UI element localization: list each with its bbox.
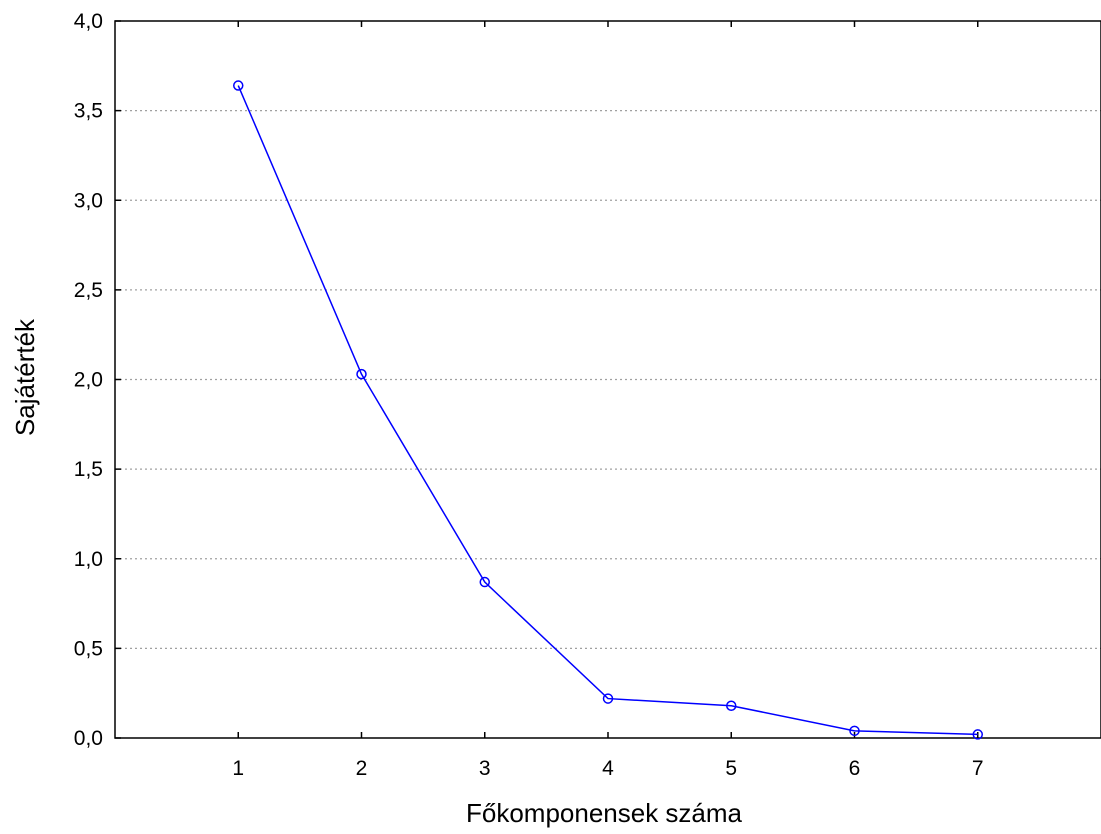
y-tick-label: 2,0	[74, 369, 103, 392]
x-tick-label: 1	[232, 757, 244, 780]
x-tick-label: 4	[602, 757, 614, 780]
x-axis-title: Főkomponensek száma	[466, 798, 743, 828]
grid-layer	[115, 110, 1101, 649]
x-tick-label: 7	[972, 757, 984, 780]
series-line	[237, 85, 978, 736]
data-point-marker	[726, 700, 737, 711]
x-tick-label: 3	[479, 757, 491, 780]
data-point-marker	[233, 80, 244, 91]
data-point-marker	[972, 729, 983, 740]
data-point-marker	[602, 693, 614, 704]
y-tick-label: 1,5	[74, 458, 103, 481]
y-tick-label: 2,5	[74, 279, 103, 302]
data-point-marker	[479, 576, 490, 588]
y-axis-title: Sajátérték	[10, 318, 40, 436]
data-point-marker	[849, 725, 860, 737]
x-tick-label: 2	[356, 757, 368, 780]
x-tick-label: 6	[849, 757, 861, 780]
y-tick-label: 1,0	[74, 548, 103, 571]
series-layer	[233, 80, 983, 740]
data-point-marker	[356, 368, 367, 380]
y-tick-label: 0,0	[74, 727, 103, 750]
plot-area-frame	[114, 20, 1101, 739]
y-tick-label: 3,5	[74, 100, 103, 123]
y-tick-label: 0,5	[74, 637, 103, 660]
y-tick-label: 4,0	[74, 10, 103, 33]
y-tick-label: 3,0	[74, 189, 103, 212]
label-layer: 0,0 0,5 1,0 1,5 2,0 2,5 3,0 3,5 4,0 1 2 3 4 5 6 7	[74, 10, 984, 780]
x-tick-label: 5	[725, 757, 737, 780]
